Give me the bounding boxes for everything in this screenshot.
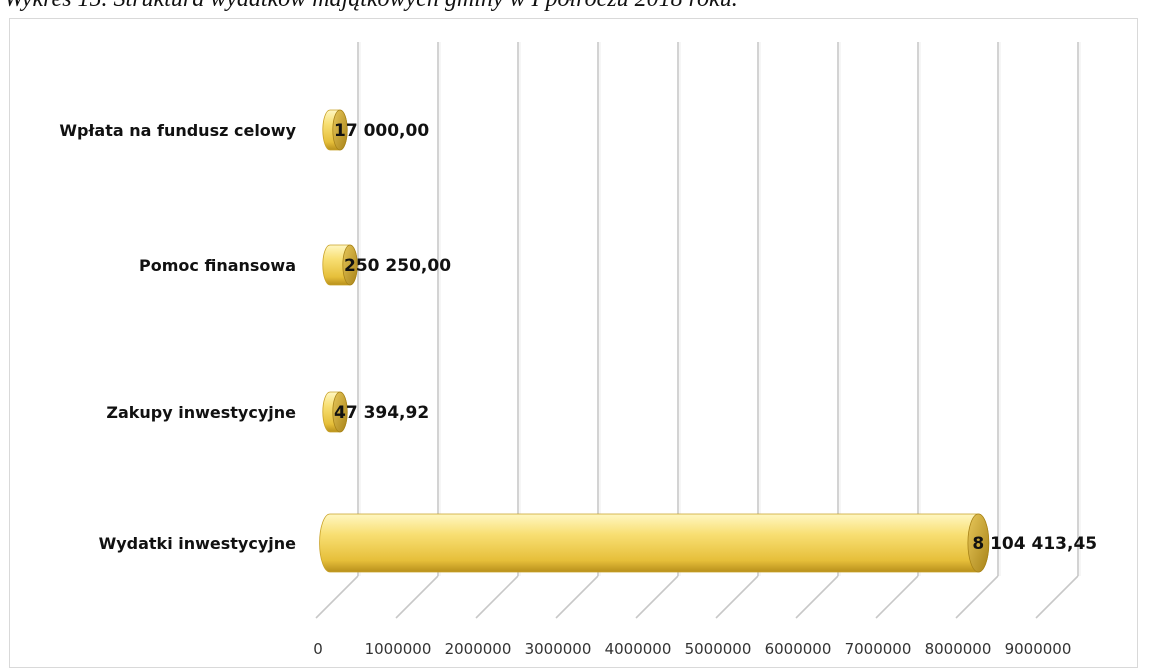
gridline-2 <box>475 42 521 619</box>
x-tick-labels: 0 1000000 2000000 3000000 4000000 5000000 6000… <box>313 640 1071 658</box>
gridline-0 <box>315 42 361 619</box>
category-label-1: Zakupy inwestycyjne <box>106 403 296 422</box>
x-tick-label-6: 6000000 <box>765 640 832 658</box>
x-tick-label-8: 8000000 <box>925 640 992 658</box>
x-tick-label-7: 7000000 <box>845 640 912 658</box>
x-tick-label-9: 9000000 <box>1005 640 1072 658</box>
category-label-0: Wydatki inwestycyjne <box>99 534 297 553</box>
data-label-3: 17 000,00 <box>334 121 429 141</box>
category-labels: Wydatki inwestycyjne Zakupy inwestycyjne P… <box>59 121 296 553</box>
bar-0 <box>319 513 990 573</box>
gridline-9 <box>1035 42 1081 619</box>
x-tick-label-4: 4000000 <box>605 640 672 658</box>
gridline-4 <box>635 42 681 619</box>
gridline-7 <box>875 42 921 619</box>
gridline-6 <box>795 42 841 619</box>
data-label-2: 250 250,00 <box>344 256 451 276</box>
gridline-5 <box>715 42 761 619</box>
x-tick-label-2: 2000000 <box>445 640 512 658</box>
grid-lines <box>315 42 1081 619</box>
category-label-2: Pomoc finansowa <box>139 256 296 275</box>
chart-frame <box>9 18 1138 668</box>
category-label-3: Wpłata na fundusz celowy <box>59 121 296 140</box>
gridline-3 <box>555 42 601 619</box>
bars <box>319 109 990 573</box>
gridline-1 <box>395 42 441 619</box>
bar-3 <box>322 109 348 151</box>
gridline-8 <box>955 42 1001 619</box>
x-tick-label-1: 1000000 <box>365 640 432 658</box>
data-label-0: 8 104 413,45 <box>972 534 1097 554</box>
data-label-1: 47 394,92 <box>334 403 429 423</box>
x-tick-label-0: 0 <box>313 640 323 658</box>
x-tick-label-5: 5000000 <box>685 640 752 658</box>
figure-caption: Wykres 15. Struktura wydatków majątkowyc… <box>4 0 738 13</box>
data-labels: 8 104 413,45 47 394,92 250 250,00 17 000,00 <box>334 121 1097 554</box>
x-tick-label-3: 3000000 <box>525 640 592 658</box>
bar-1 <box>322 391 348 433</box>
bar-2 <box>322 244 358 286</box>
